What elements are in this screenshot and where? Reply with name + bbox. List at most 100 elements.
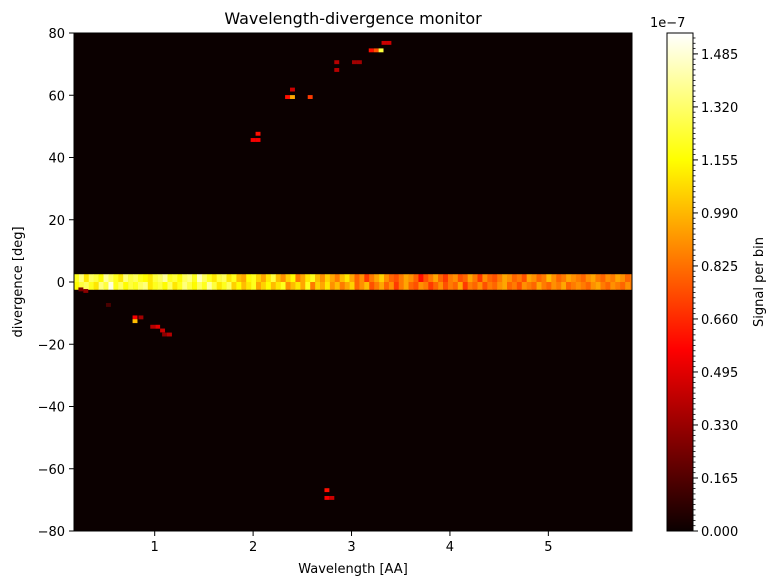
heatmap-cells	[74, 40, 633, 500]
heatmap-cell	[290, 87, 295, 92]
heatmap-band-cell	[182, 274, 188, 282]
heatmap-band-cell	[221, 282, 227, 290]
heatmap-band-cell	[320, 274, 326, 282]
heatmap-band-cell	[285, 274, 291, 282]
heatmap-band-cell	[103, 274, 109, 282]
heatmap-band-cell	[467, 274, 473, 282]
y-tick-label: 20	[48, 214, 65, 229]
heatmap-band-cell	[403, 274, 409, 282]
heatmap-band-cell	[78, 274, 85, 282]
heatmap-band-cell	[305, 282, 311, 290]
heatmap-band-cell	[600, 282, 606, 290]
heatmap-band-cell	[123, 282, 129, 290]
heatmap-band-cell	[246, 282, 252, 290]
heatmap-band-cell	[236, 274, 242, 282]
heatmap-band-cell	[359, 282, 365, 290]
heatmap-band-cell	[536, 282, 542, 290]
heatmap-band-cell	[526, 274, 532, 282]
heatmap-band-cell	[256, 282, 262, 290]
colorbar-scale-label: 1e−7	[650, 16, 685, 31]
heatmap-band-cell	[216, 274, 222, 282]
heatmap-band-cell	[511, 274, 518, 282]
heatmap-cell	[285, 95, 291, 99]
heatmap-band-cell	[556, 282, 562, 290]
heatmap-cell	[160, 328, 166, 333]
heatmap-band-cell	[349, 282, 355, 290]
heatmap-band-cell	[211, 282, 217, 290]
heatmap-band-cell	[472, 282, 478, 290]
heatmap-band-cell	[610, 274, 616, 282]
heatmap-band-cell	[585, 274, 591, 282]
heatmap-band-cell	[526, 282, 532, 290]
heatmap-band-cell	[329, 274, 336, 282]
heatmap-band-cell	[256, 274, 262, 282]
heatmap-band-cell	[620, 274, 626, 282]
heatmap-band-cell	[625, 282, 631, 290]
heatmap-band-cell	[492, 274, 498, 282]
colorbar-tick-label: 0.165	[701, 472, 738, 487]
heatmap-band-cell	[177, 282, 183, 290]
heatmap-band-cell	[457, 274, 464, 282]
heatmap-band-cell	[128, 282, 134, 290]
x-tick-label: 3	[347, 540, 355, 555]
chart-title: Wavelength-divergence monitor	[224, 9, 482, 28]
heatmap-band-cell	[334, 274, 341, 282]
heatmap-band-cell	[546, 282, 552, 290]
heatmap-cell	[83, 289, 89, 293]
heatmap-band-cell	[511, 282, 518, 290]
heatmap-band-cell	[187, 282, 193, 290]
heatmap-band-cell	[462, 274, 468, 282]
heatmap-band-cell	[300, 282, 306, 290]
heatmap-band-cell	[167, 274, 173, 282]
heatmap-band-cell	[285, 282, 291, 290]
heatmap-band-cell	[570, 282, 577, 290]
heatmap-band-cell	[575, 274, 582, 282]
heatmap-band-cell	[270, 282, 277, 290]
heatmap-band-cell	[600, 274, 606, 282]
heatmap-band-cell	[206, 274, 213, 282]
heatmap-band-cell	[315, 274, 321, 282]
heatmap-band-cell	[625, 274, 631, 282]
heatmap-band-cell	[83, 282, 90, 290]
heatmap-cell	[250, 138, 256, 142]
heatmap-band-cell	[167, 282, 173, 290]
heatmap-cell	[290, 95, 295, 99]
x-axis-label: Wavelength [AA]	[298, 562, 408, 577]
heatmap-band-cell	[295, 282, 301, 290]
heatmap-band-cell	[521, 282, 527, 290]
heatmap-cell	[78, 287, 84, 292]
heatmap-band-cell	[630, 282, 633, 290]
y-tick-label: 80	[48, 27, 65, 42]
y-tick-label: 40	[48, 152, 65, 167]
heatmap-cell	[324, 495, 330, 500]
heatmap-cell	[255, 131, 261, 136]
x-tick-label: 2	[249, 540, 257, 555]
heatmap-band-cell	[418, 274, 424, 282]
heatmap-band-cell	[251, 274, 257, 282]
heatmap-band-cell	[339, 282, 345, 290]
heatmap-cell	[167, 332, 172, 337]
heatmap-band-cell	[374, 274, 380, 282]
heatmap-band-cell	[339, 274, 345, 282]
heatmap-band-cell	[438, 274, 444, 282]
heatmap-band-cell	[310, 282, 316, 290]
heatmap-band-cell	[98, 274, 104, 282]
heatmap-band-cell	[516, 274, 523, 282]
heatmap-band-cell	[300, 274, 306, 282]
heatmap-cell	[307, 95, 313, 99]
heatmap-cell	[155, 324, 161, 329]
heatmap-band-cell	[137, 282, 144, 290]
heatmap-band-cell	[324, 282, 331, 290]
heatmap-band-cell	[162, 274, 168, 282]
heatmap-band-cell	[561, 274, 567, 282]
heatmap-band-cell	[580, 274, 587, 282]
heatmap-cell	[334, 60, 340, 65]
heatmap-band-cell	[147, 282, 154, 290]
heatmap-band-cell	[211, 274, 217, 282]
heatmap-band-cell	[452, 282, 459, 290]
heatmap-band-cell	[187, 274, 193, 282]
heatmap-cell	[334, 68, 340, 72]
heatmap-band-cell	[384, 282, 390, 290]
heatmap-band-cell	[334, 282, 341, 290]
